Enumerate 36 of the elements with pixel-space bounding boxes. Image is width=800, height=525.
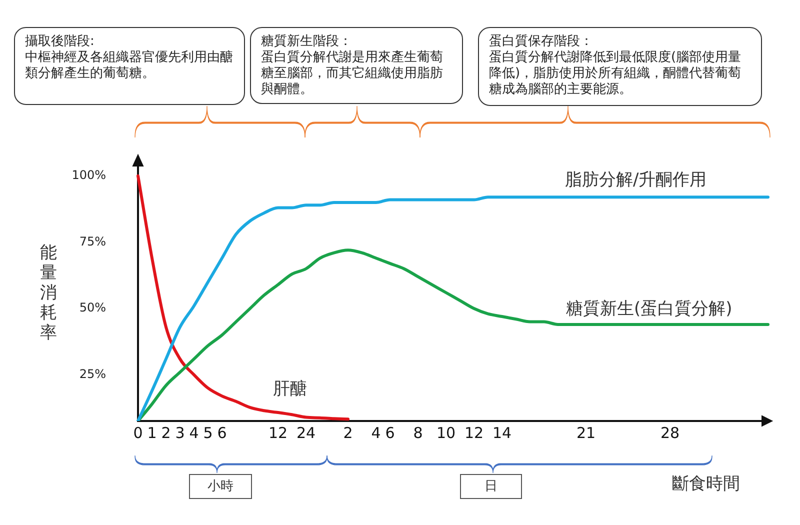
text: 日: [460, 474, 522, 499]
x-tick-label: 4: [189, 424, 199, 442]
x-tick-label: 4: [371, 424, 381, 442]
x-tick-label: 3: [175, 424, 185, 442]
text: 攝取後階段:: [25, 34, 96, 50]
y-tick-label: 25%: [79, 366, 106, 381]
series-label: 肝醣: [273, 378, 307, 400]
text: 蛋白質分解代謝降低到最低限度(腦部使用量降低)，脂肪使用於所有組織，酮體代替葡萄糖成為腦部的主要能源。: [489, 50, 742, 98]
line-series: [136, 174, 350, 421]
x-tick-label: 10: [436, 424, 456, 442]
x-tick-label: 5: [203, 424, 213, 442]
text: 蛋白質保存階段：: [489, 34, 594, 50]
x-tick-label: 14: [492, 424, 512, 442]
text: 蛋白質分解代謝是用來產生葡萄糖至腦部，而其它組織使用脂肪與酮體。: [261, 50, 444, 98]
y-tick-label: 75%: [79, 234, 106, 248]
text: 小時: [189, 474, 252, 499]
x-tick-label: 2: [161, 424, 171, 442]
y-tick-label: 100%: [72, 168, 106, 182]
x-tick-label: 0: [133, 424, 143, 442]
series-label: 脂肪分解/升酮作用: [565, 169, 707, 191]
y-axis-title: 能量消耗率: [40, 243, 58, 343]
x-tick-label: 21: [576, 424, 596, 442]
x-tick-label: 12: [268, 424, 288, 442]
y-tick-label: 50%: [79, 300, 106, 315]
x-tick-label: 12: [464, 424, 484, 442]
text: 糖質新生階段：: [261, 34, 353, 50]
x-tick-label: 6: [385, 424, 395, 442]
x-tick-label: 24: [296, 424, 316, 442]
text: 中樞神經及各組織器官優先利用由醣類分解產生的葡萄糖。: [25, 50, 234, 82]
x-tick-label: 8: [413, 424, 423, 442]
series-label: 糖質新生(蛋白質分解): [566, 298, 732, 320]
x-tick-label: 2: [343, 424, 353, 442]
x-tick-label: 28: [660, 424, 680, 442]
x-axis-title: 斷食時間: [672, 473, 740, 495]
x-tick-label: 1: [147, 424, 157, 442]
x-tick-label: 6: [217, 424, 227, 442]
